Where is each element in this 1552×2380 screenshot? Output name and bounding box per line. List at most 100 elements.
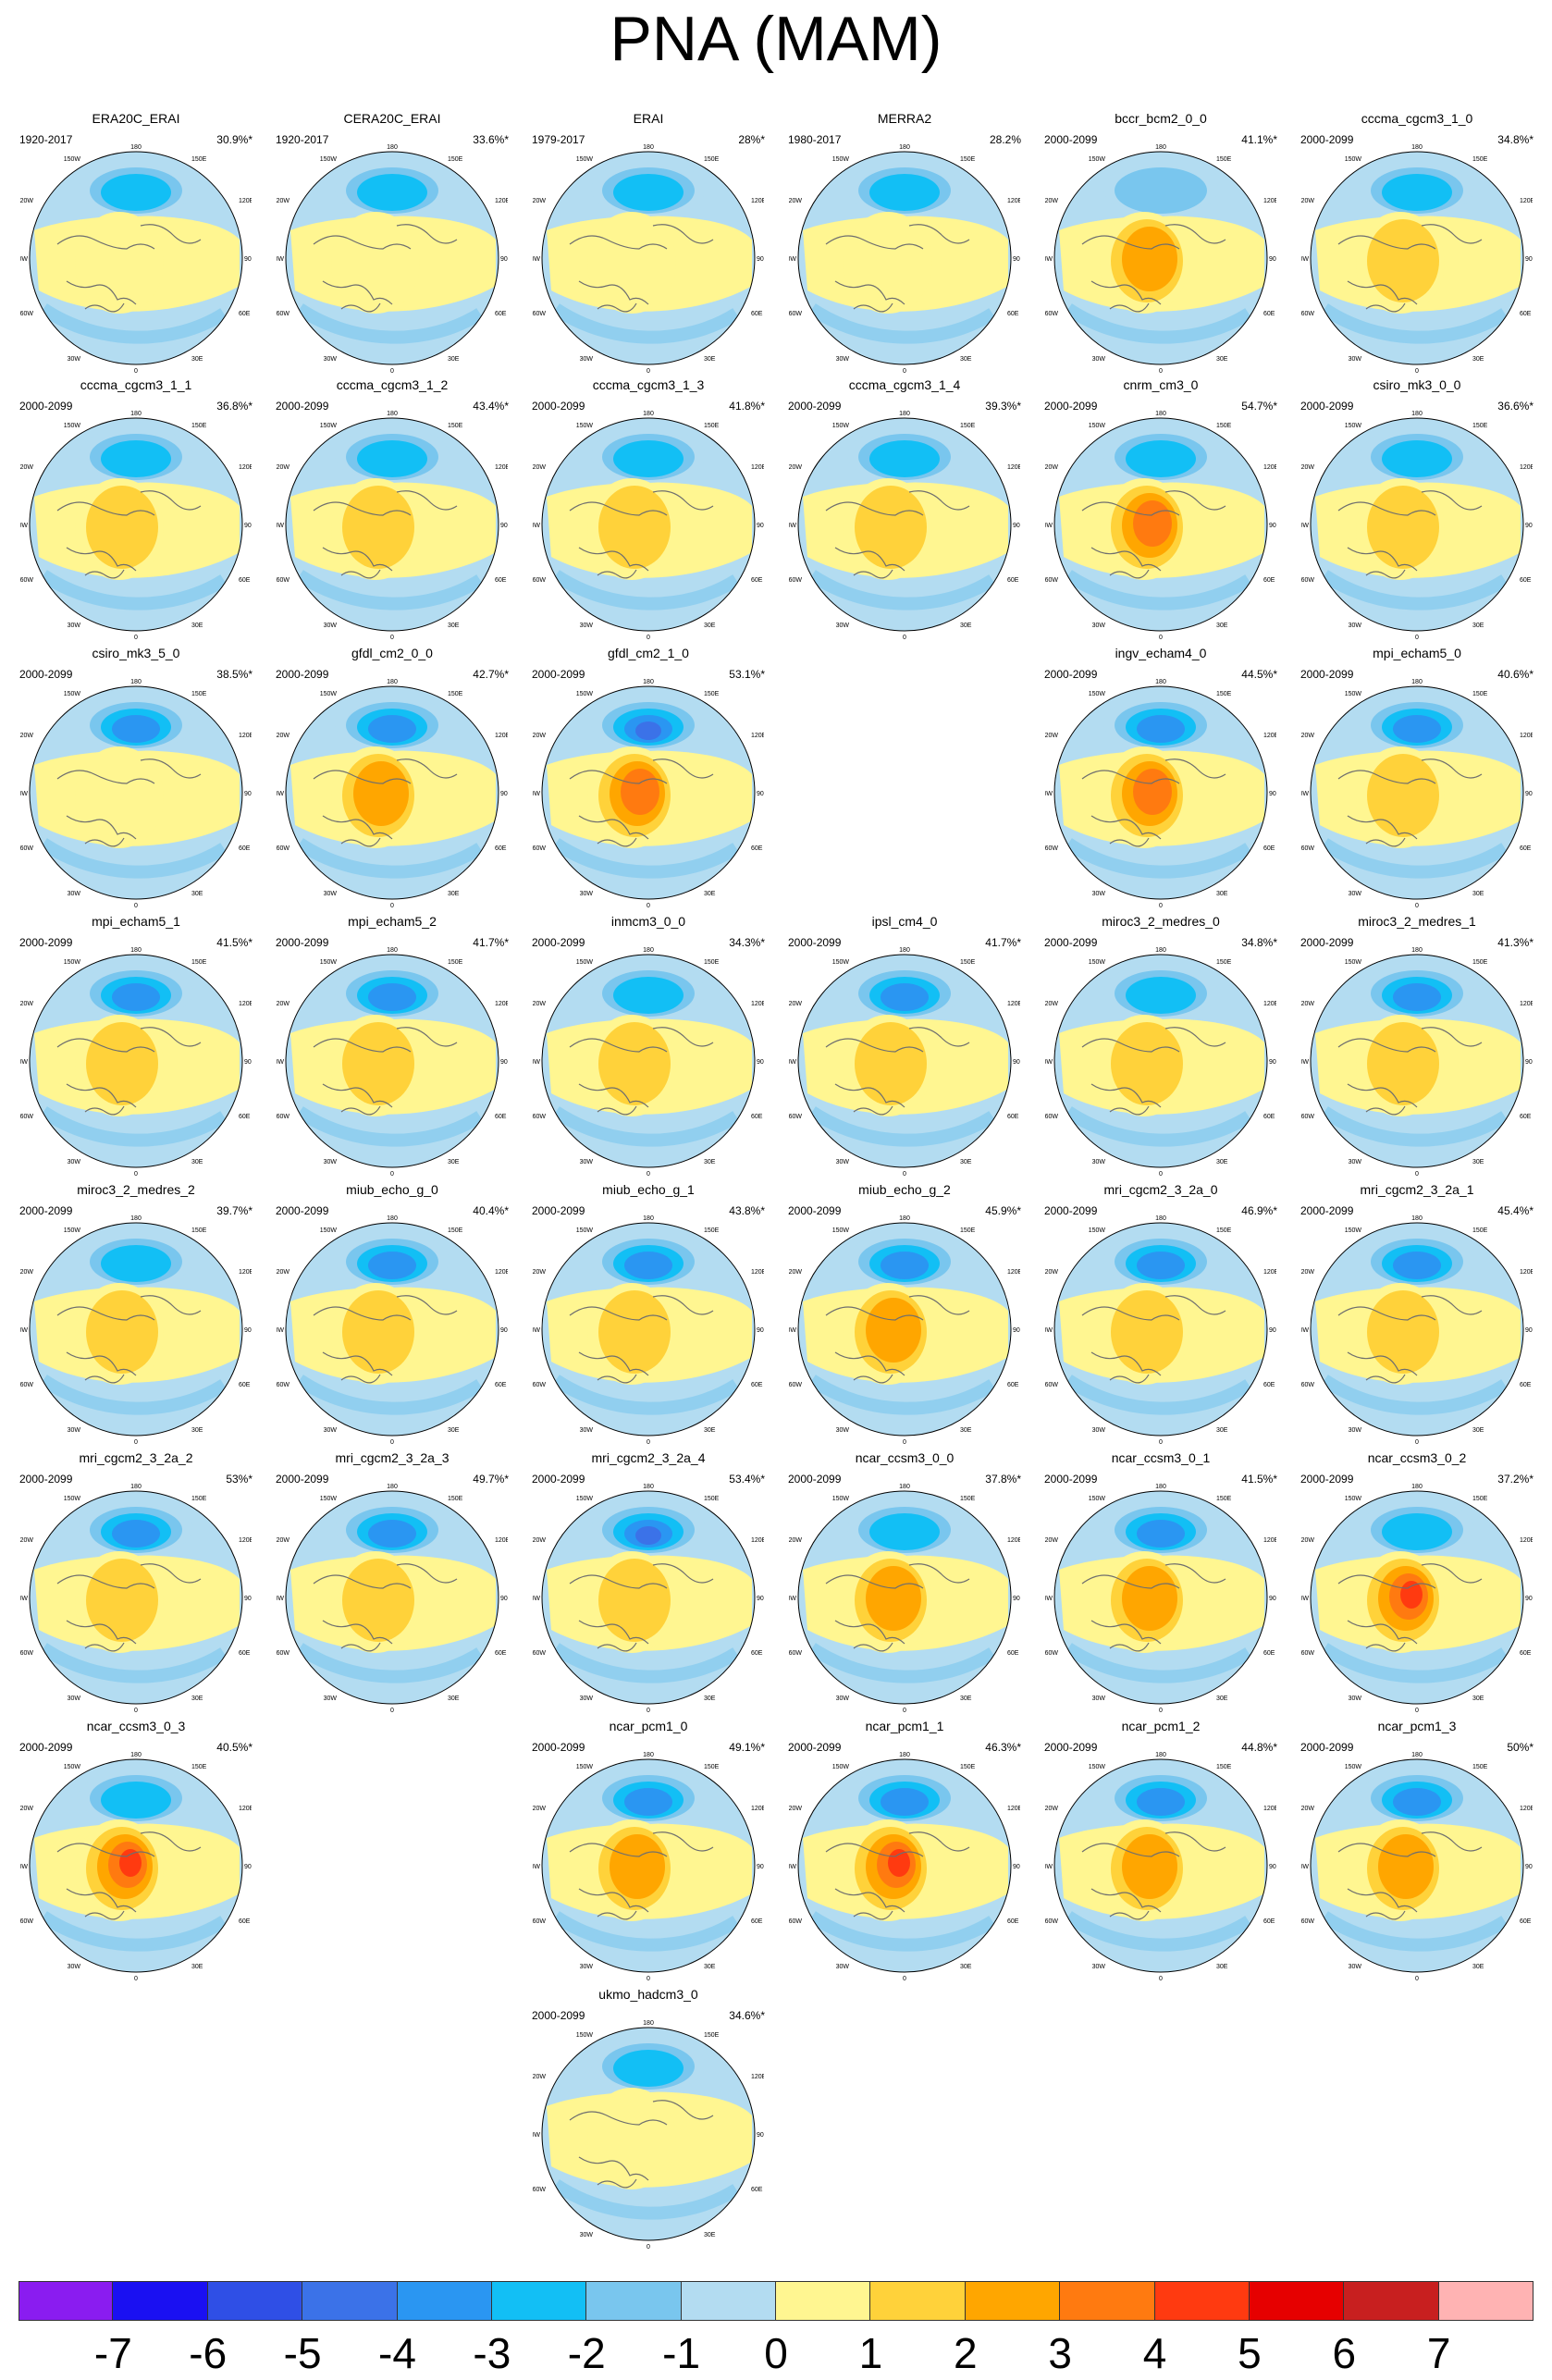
longitude-label: 90W [533,1864,540,1870]
longitude-label: 30E [1472,356,1484,363]
coastline [1365,837,1406,847]
longitude-label: 60E [495,311,507,317]
longitude-label: 120E [751,1269,764,1276]
coastline [652,1831,714,1852]
coastline [578,547,649,572]
longitude-label: 180 [643,144,654,151]
negative-contour [112,715,160,743]
longitude-label: 30W [1092,356,1106,363]
coastline [396,1027,458,1047]
map-border [797,1758,1012,1973]
coastline [1421,1027,1483,1047]
coastline [322,1083,393,1108]
longitude-label: 90E [1269,791,1276,797]
longitude-label: 150E [191,691,207,697]
panel-explained-variance: 53.4%* [729,1473,765,1486]
map-border [541,1490,756,1705]
longitude-label: 60E [1520,1114,1532,1120]
longitude-label: 180 [130,1752,142,1758]
panel-years: 1920-2017 [19,133,73,146]
longitude-label: 30W [1092,1159,1106,1165]
longitude-label: 30W [68,1159,81,1165]
map-panel: ncar_pcm1_0 2000-2099 49.1%* 180 150W 150E 120… [528,1719,769,1981]
positive-contour [598,486,671,569]
coastline [313,1038,412,1053]
negative-ring [552,303,740,344]
longitude-label: 0 [390,1708,394,1713]
panel-title: gfdl_cm2_0_0 [351,646,433,660]
panel-explained-variance: 36.8%* [216,400,253,413]
longitude-label: 0 [1415,1708,1419,1713]
coastline [825,1843,924,1857]
colorbar-tick-label: 5 [1238,2329,1262,2377]
panel-explained-variance: 54.7%* [1241,400,1277,413]
panel-explained-variance: 41.8%* [729,400,765,413]
longitude-label: 90W [533,1059,540,1066]
longitude-label: 120E [1520,733,1533,739]
longitude-label: 30E [191,623,203,629]
coastline [56,770,155,784]
longitude-label: 60E [239,311,251,317]
longitude-label: 150W [576,1764,594,1770]
panel-years: 2000-2099 [276,1473,329,1486]
panel-explained-variance: 53%* [226,1473,253,1486]
longitude-label: 150E [704,2032,720,2039]
longitude-label: 120E [1007,1806,1020,1812]
longitude-label: 30W [324,891,338,897]
longitude-label: 90W [20,256,28,263]
coastline [597,1642,637,1652]
longitude-label: 30E [1472,1159,1484,1165]
longitude-label: 30E [960,1427,972,1434]
coastline [1365,302,1406,313]
longitude-label: 150E [960,1227,976,1234]
longitude-label: 120E [495,733,508,739]
longitude-label: 90E [1269,1864,1276,1870]
panel-title: ERAI [633,111,664,126]
positive-contour [598,1290,671,1374]
longitude-label: 0 [647,368,650,374]
longitude-label: 60E [1263,1382,1275,1388]
panel-years: 1980-2017 [788,133,842,146]
panel-explained-variance: 43.8%* [729,1204,765,1217]
longitude-label: 150W [64,691,81,697]
longitude-label: 150W [576,959,594,966]
coastline [1109,1642,1150,1652]
coastline [578,1083,649,1108]
longitude-label: 30W [836,1427,850,1434]
panel-title: cccma_cgcm3_1_1 [80,377,192,392]
positive-contour [1367,1022,1439,1105]
longitude-label: 30W [836,623,850,629]
longitude-label: 30W [324,356,338,363]
longitude-label: 60E [239,1114,251,1120]
longitude-label: 30W [1349,1696,1362,1702]
longitude-label: 60W [277,311,289,317]
longitude-label: 60E [1520,845,1532,852]
coastline [313,1574,412,1589]
positive-contour [610,1834,665,1899]
longitude-label: 60W [20,1918,33,1925]
coastline [652,758,714,779]
coastline [140,1831,202,1852]
positive-contour [75,746,164,848]
panel-explained-variance: 30.9%* [216,133,253,146]
longitude-label: 120E [1520,1537,1533,1544]
negative-contour [1393,1252,1441,1279]
coastline [1081,770,1180,784]
map-border [29,1490,243,1705]
coastline [597,302,637,313]
negative-contour [368,1252,416,1279]
longitude-label: 0 [1415,1171,1419,1177]
longitude-label: 30W [68,356,81,363]
longitude-label: 90W [789,1327,796,1334]
longitude-label: 150W [576,1227,594,1234]
coastline [1090,547,1162,572]
coastline [1337,1306,1436,1321]
coastline [853,1910,893,1920]
longitude-label: 0 [390,1439,394,1445]
colorbar-swatch [870,2281,966,2321]
